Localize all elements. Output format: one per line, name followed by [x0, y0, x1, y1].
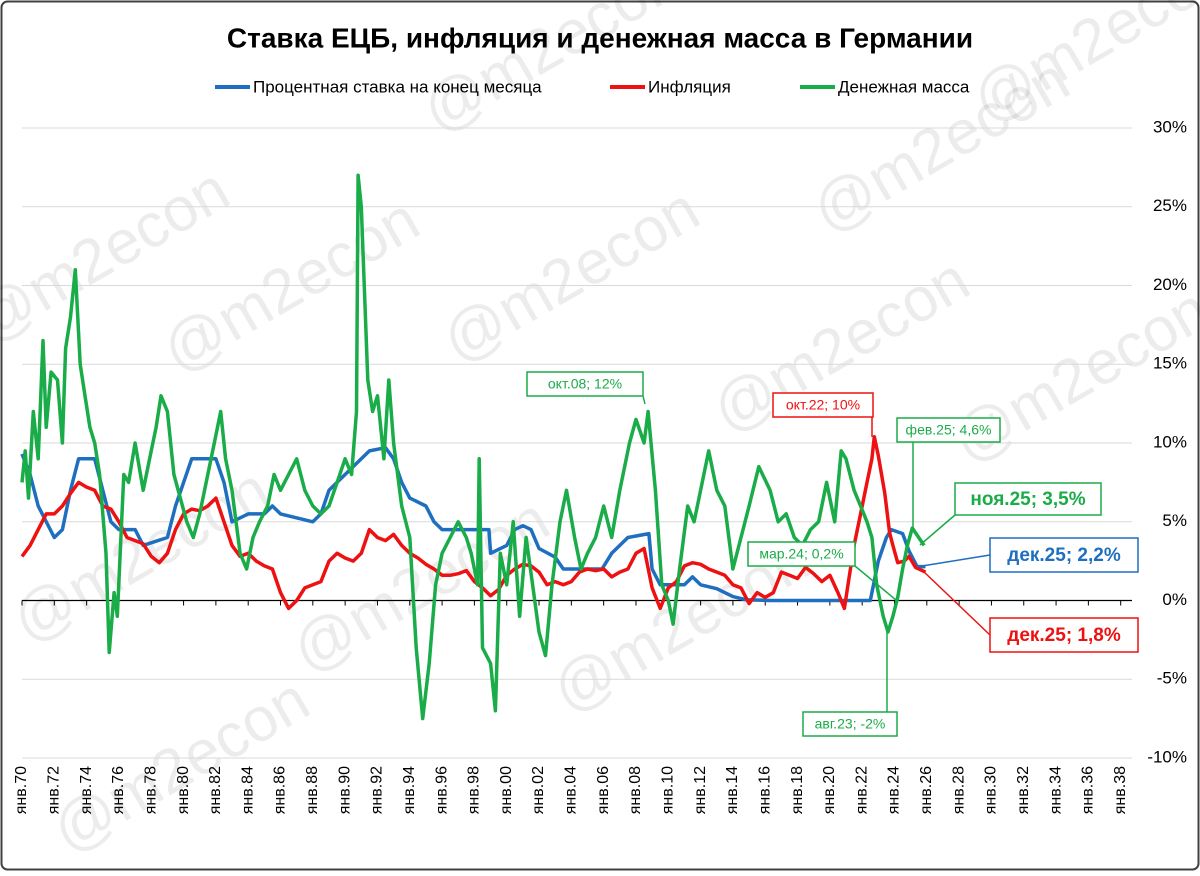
y-tick-label: 15%: [1153, 354, 1187, 373]
legend-label: Денежная масса: [838, 77, 970, 96]
x-tick-label: янв.26: [918, 766, 935, 814]
annotation-box: [772, 392, 874, 418]
x-tick-label: янв.84: [239, 766, 256, 814]
annotation: окт.22; 10%: [786, 397, 860, 413]
x-tick-label: янв.70: [13, 766, 30, 814]
annotation-box: [526, 371, 644, 397]
chart-title: Ставка ЕЦБ, инфляция и денежная масса в …: [227, 22, 973, 53]
annotation: авг.23; -2%: [815, 716, 886, 732]
x-tick-label: янв.22: [853, 766, 870, 814]
x-tick-label: янв.72: [46, 766, 63, 814]
x-tick-label: янв.98: [466, 766, 483, 814]
annotation-box: [747, 541, 856, 567]
x-tick-label: янв.94: [401, 766, 418, 814]
x-tick-label: янв.88: [304, 766, 321, 814]
series-line: [20, 445, 926, 603]
y-tick-label: 30%: [1153, 117, 1187, 136]
annotation-leader: [919, 514, 956, 546]
series-line: [20, 434, 927, 611]
annotation-leader: [921, 554, 991, 567]
annotation-leader: [921, 569, 991, 636]
x-tick-label: янв.16: [756, 766, 773, 814]
x-tick-label: янв.82: [207, 766, 224, 814]
y-tick-label: 0%: [1162, 590, 1187, 609]
y-tick-label: 20%: [1153, 275, 1187, 294]
y-tick-label: 25%: [1153, 196, 1187, 215]
annotation: дек.25; 2,2%: [1007, 545, 1121, 566]
annotation: фев.25; 4,6%: [906, 422, 992, 438]
x-tick-label: янв.18: [789, 766, 806, 814]
x-tick-label: янв.06: [595, 766, 612, 814]
legend-label: Инфляция: [648, 77, 731, 96]
x-tick-label: янв.86: [272, 766, 289, 814]
annotation-leader: [642, 395, 646, 405]
y-tick-label: -5%: [1157, 669, 1187, 688]
x-tick-label: янв.80: [175, 766, 192, 814]
annotation-box: [989, 617, 1139, 653]
x-tick-label: янв.74: [78, 766, 95, 814]
x-tick-label: янв.30: [983, 766, 1000, 814]
series-line: [20, 173, 926, 721]
x-tick-label: янв.32: [1015, 766, 1032, 814]
x-tick-label: янв.34: [1047, 766, 1064, 814]
x-tick-label: янв.14: [724, 766, 741, 814]
x-tick-label: янв.00: [498, 766, 515, 814]
annotation: дек.25; 1,8%: [1007, 625, 1121, 646]
x-tick-label: янв.08: [627, 766, 644, 814]
annotation-box: [954, 482, 1102, 516]
x-tick-label: янв.28: [950, 766, 967, 814]
x-tick-label: янв.90: [336, 766, 353, 814]
x-tick-label: янв.38: [1112, 766, 1129, 814]
legend-label: Процентная ставка на конец месяца: [253, 77, 542, 96]
x-tick-label: янв.20: [821, 766, 838, 814]
x-tick-label: янв.78: [142, 766, 159, 814]
annotation-box: [989, 537, 1139, 573]
annotation-box: [802, 711, 898, 737]
x-tick-label: янв.96: [433, 766, 450, 814]
x-tick-label: янв.12: [692, 766, 709, 814]
x-tick-label: янв.92: [369, 766, 386, 814]
y-tick-label: 10%: [1153, 432, 1187, 451]
annotation-box: [896, 417, 1001, 443]
annotation: мар.24; 0,2%: [759, 546, 843, 562]
x-tick-label: янв.36: [1080, 766, 1097, 814]
x-tick-label: янв.04: [563, 766, 580, 814]
x-tick-label: янв.10: [660, 766, 677, 814]
annotation: окт.08; 12%: [548, 376, 622, 392]
y-tick-label: 5%: [1162, 511, 1187, 530]
annotation-leader: [854, 565, 897, 601]
x-tick-label: янв.76: [110, 766, 127, 814]
x-tick-label: янв.02: [530, 766, 547, 814]
x-tick-label: янв.24: [886, 766, 903, 814]
annotation: ноя.25; 3,5%: [970, 489, 1085, 510]
y-tick-label: -10%: [1147, 747, 1187, 766]
